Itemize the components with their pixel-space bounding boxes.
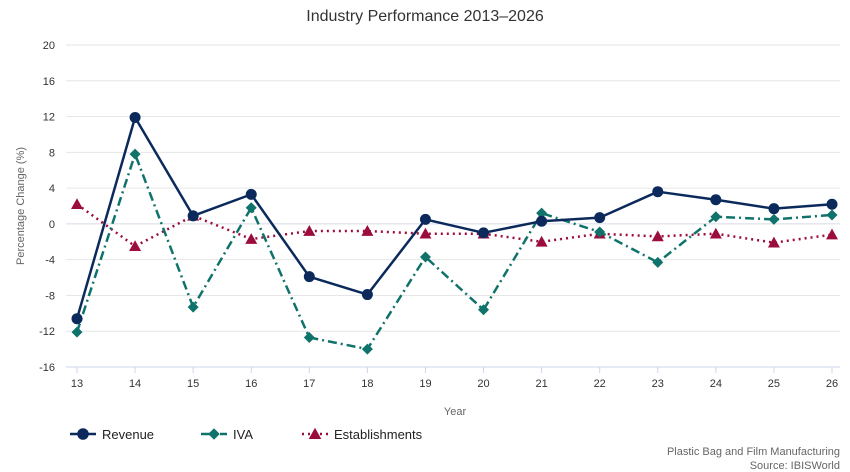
y-tick-label: 20 <box>43 40 55 52</box>
data-point <box>710 194 722 206</box>
data-point <box>826 198 838 210</box>
legend-marker <box>308 427 322 440</box>
data-point <box>303 225 316 236</box>
x-tick-label: 20 <box>477 378 489 390</box>
chart-title: Industry Performance 2013–2026 <box>306 8 544 25</box>
x-tick-label: 13 <box>71 378 83 390</box>
x-axis-ticks: 13 14 15 16 17 18 19 20 21 22 23 24 25 26 <box>71 367 838 390</box>
legend: Revenue IVA Establishments <box>70 427 423 442</box>
series-layer <box>71 111 838 355</box>
data-point <box>826 228 838 240</box>
x-tick-label: 19 <box>419 378 431 390</box>
series-line <box>76 203 833 248</box>
data-point <box>710 211 722 223</box>
y-tick-label: 16 <box>43 76 55 88</box>
data-point <box>419 251 431 263</box>
data-point <box>303 331 315 343</box>
data-point <box>652 186 664 198</box>
data-point <box>361 343 373 355</box>
data-point <box>245 233 258 244</box>
data-point <box>303 271 315 283</box>
legend-label: Establishments <box>334 427 423 442</box>
data-point <box>768 213 780 225</box>
data-point <box>187 301 199 313</box>
data-point <box>71 198 83 210</box>
x-tick-label: 15 <box>187 378 199 390</box>
legend-label: Revenue <box>102 427 154 442</box>
data-point <box>187 210 199 222</box>
data-point <box>826 209 838 221</box>
data-point <box>361 289 373 301</box>
data-point <box>651 230 664 242</box>
y-tick-label: -16 <box>39 362 55 374</box>
data-point <box>71 326 83 338</box>
y-tick-label: 12 <box>43 112 55 124</box>
x-tick-label: 23 <box>652 378 664 390</box>
legend-item-establishments[interactable]: Establishments <box>302 427 423 442</box>
data-point <box>594 212 606 224</box>
legend-label: IVA <box>233 427 253 442</box>
data-point <box>767 236 780 248</box>
x-axis-title: Year <box>444 406 467 418</box>
data-point <box>536 207 548 219</box>
data-point <box>245 188 257 200</box>
legend-item-iva[interactable]: IVA <box>201 427 253 442</box>
x-tick-label: 18 <box>361 378 373 390</box>
gridlines <box>66 44 840 332</box>
footer-source: Source: IBISWorld <box>750 460 840 472</box>
data-point <box>709 227 722 239</box>
legend-item-revenue[interactable]: Revenue <box>70 427 154 442</box>
x-tick-label: 17 <box>303 378 315 390</box>
series-iva <box>71 148 838 355</box>
x-tick-label: 16 <box>245 378 257 390</box>
data-point <box>768 203 780 215</box>
data-point <box>129 111 141 123</box>
y-axis-ticks: 20 16 12 8 4 0 -4 -8 -12 -16 <box>39 40 55 374</box>
data-point <box>478 304 490 316</box>
legend-marker <box>77 428 89 440</box>
data-point <box>652 256 664 268</box>
y-tick-label: -12 <box>39 326 55 338</box>
y-tick-label: 4 <box>49 183 55 195</box>
y-tick-label: -4 <box>45 255 55 267</box>
data-point <box>594 226 606 238</box>
data-point <box>361 225 374 236</box>
x-tick-label: 26 <box>826 378 838 390</box>
data-point <box>419 227 432 239</box>
legend-marker <box>208 428 220 440</box>
x-tick-label: 24 <box>710 378 722 390</box>
series-line <box>75 152 833 351</box>
footer-industry-name: Plastic Bag and Film Manufacturing <box>667 446 840 458</box>
y-tick-label: 0 <box>49 219 55 231</box>
data-point <box>535 235 548 247</box>
data-point <box>245 202 257 214</box>
x-tick-label: 25 <box>768 378 780 390</box>
x-tick-label: 14 <box>129 378 141 390</box>
y-tick-label: 8 <box>49 147 55 159</box>
data-point <box>478 227 490 239</box>
data-point <box>129 148 141 160</box>
y-tick-label: -8 <box>45 290 55 302</box>
data-point <box>419 213 431 225</box>
y-axis-title: Percentage Change (%) <box>15 147 27 265</box>
x-tick-label: 22 <box>594 378 606 390</box>
data-point <box>129 240 142 252</box>
series-revenue <box>71 111 838 325</box>
series-line <box>75 116 834 320</box>
data-point <box>536 215 548 227</box>
data-point <box>71 313 83 325</box>
x-tick-label: 21 <box>535 378 547 390</box>
